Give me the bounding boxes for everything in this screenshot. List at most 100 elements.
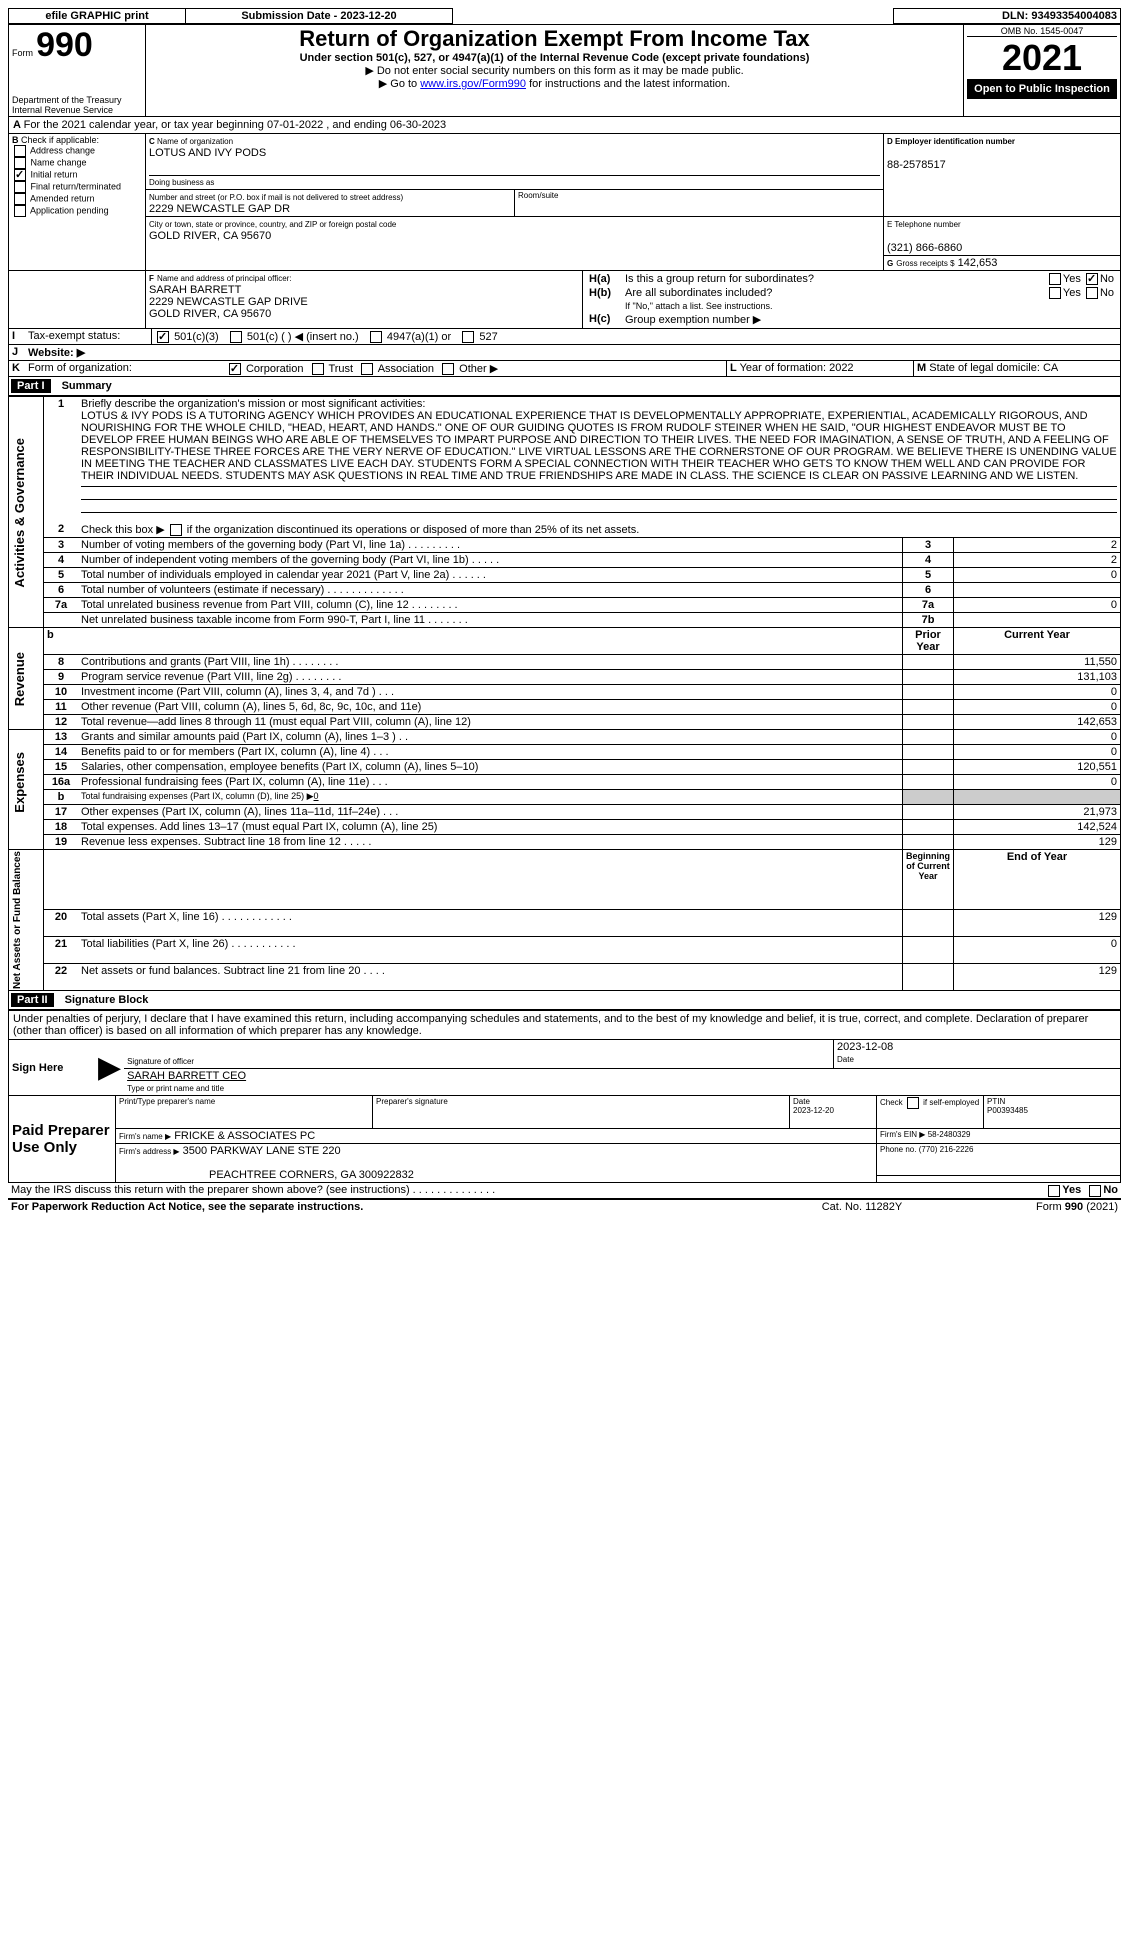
end-year-header: End of Year — [954, 850, 1121, 910]
amended-return-checkbox[interactable] — [14, 193, 26, 205]
form-number: 990 — [36, 26, 93, 64]
ssn-warning: ▶ Do not enter social security numbers o… — [149, 64, 960, 77]
city-label: City or town, state or province, country… — [149, 220, 396, 229]
line7b-value — [954, 613, 1121, 628]
submission-date: Submission Date - 2023-12-20 — [186, 9, 453, 24]
initial-return-checkbox[interactable] — [14, 169, 26, 181]
corp-checkbox[interactable] — [229, 363, 241, 375]
part-2-header: Part II — [11, 993, 54, 1007]
h-c-label: Group exemption number ▶ — [622, 312, 1117, 327]
line8-label: Contributions and grants (Part VIII, lin… — [78, 655, 903, 670]
line3-value: 2 — [954, 538, 1121, 553]
paid-preparer-label: Paid Preparer Use Only — [9, 1096, 116, 1183]
expenses-label: Expenses — [12, 752, 27, 813]
hb-no-checkbox[interactable] — [1086, 287, 1098, 299]
501c3-label: 501(c)(3) — [174, 331, 219, 343]
part-2-title: Signature Block — [57, 994, 149, 1006]
self-employed-checkbox[interactable] — [907, 1097, 919, 1109]
check-applicable-label: Check if applicable: — [21, 135, 99, 145]
street-label: Number and street (or P.O. box if mail i… — [149, 193, 403, 202]
line20-label: Total assets (Part X, line 16) . . . . .… — [78, 910, 903, 937]
line16b-value: 0 — [314, 791, 319, 801]
trust-checkbox[interactable] — [312, 363, 324, 375]
amended-return-label: Amended return — [30, 193, 95, 203]
line1-label: Briefly describe the organization's miss… — [81, 398, 425, 410]
501c3-checkbox[interactable] — [157, 331, 169, 343]
may-discuss-label: May the IRS discuss this return with the… — [8, 1183, 995, 1198]
h-b-note: If "No," attach a list. See instructions… — [622, 300, 1117, 312]
irs-form990-link[interactable]: www.irs.gov/Form990 — [420, 78, 526, 90]
final-return-checkbox[interactable] — [14, 181, 26, 193]
line7a-value: 0 — [954, 598, 1121, 613]
sig-date-label: Date — [837, 1055, 854, 1064]
no-label: No — [1100, 273, 1114, 285]
gross-receipts-value: 142,653 — [958, 257, 998, 269]
tax-exempt-label: Tax-exempt status: — [25, 329, 152, 344]
discuss-yes-checkbox[interactable] — [1048, 1185, 1060, 1197]
corp-label: Corporation — [246, 363, 303, 375]
other-checkbox[interactable] — [442, 363, 454, 375]
activities-governance-label: Activities & Governance — [12, 438, 27, 588]
assoc-checkbox[interactable] — [361, 363, 373, 375]
efile-print-button[interactable]: efile GRAPHIC print — [9, 9, 186, 24]
discuss-no-checkbox[interactable] — [1089, 1185, 1101, 1197]
hb-yes-checkbox[interactable] — [1049, 287, 1061, 299]
form-org-label: Form of organization: — [25, 361, 224, 377]
501c-checkbox[interactable] — [230, 331, 242, 343]
prep-name-label: Print/Type preparer's name — [116, 1096, 373, 1129]
line6-value — [954, 583, 1121, 598]
address-change-checkbox[interactable] — [14, 145, 26, 157]
line22-value: 129 — [954, 964, 1121, 991]
line16a-label: Professional fundraising fees (Part IX, … — [78, 775, 903, 790]
irs-label: Internal Revenue Service — [12, 105, 142, 115]
line12-label: Total revenue—add lines 8 through 11 (mu… — [78, 715, 903, 730]
yes-label-2: Yes — [1063, 287, 1081, 299]
ha-no-checkbox[interactable] — [1086, 273, 1098, 285]
line19-value: 129 — [954, 835, 1121, 850]
initial-return-label: Initial return — [31, 169, 78, 179]
line20-value: 129 — [954, 910, 1121, 937]
street-value: 2229 NEWCASTLE GAP DR — [149, 203, 290, 215]
self-employed-label: if self-employed — [923, 1099, 979, 1108]
line19-label: Revenue less expenses. Subtract line 18 … — [78, 835, 903, 850]
line4-value: 2 — [954, 553, 1121, 568]
goto-post: for instructions and the latest informat… — [529, 78, 730, 90]
discontinued-checkbox[interactable] — [170, 524, 182, 536]
application-pending-checkbox[interactable] — [14, 205, 26, 217]
application-pending-label: Application pending — [30, 205, 109, 215]
line15-label: Salaries, other compensation, employee b… — [78, 760, 903, 775]
firm-ein-value: 58-2480329 — [928, 1130, 971, 1139]
form-subtitle: Under section 501(c), 527, or 4947(a)(1)… — [149, 52, 960, 64]
sig-date-value: 2023-12-08 — [837, 1041, 893, 1053]
phone-label: Telephone number — [894, 220, 960, 229]
line17-label: Other expenses (Part IX, column (A), lin… — [78, 805, 903, 820]
line17-value: 21,973 — [954, 805, 1121, 820]
line2-pre: Check this box ▶ — [81, 524, 165, 536]
line13-label: Grants and similar amounts paid (Part IX… — [78, 730, 903, 745]
line22-label: Net assets or fund balances. Subtract li… — [78, 964, 903, 991]
527-checkbox[interactable] — [462, 331, 474, 343]
4947a1-checkbox[interactable] — [370, 331, 382, 343]
line16a-value: 0 — [954, 775, 1121, 790]
line10-value: 0 — [954, 685, 1121, 700]
ptin-label: PTIN — [987, 1097, 1005, 1106]
no-label-2: No — [1100, 287, 1114, 299]
firm-phone-value: (770) 216-2226 — [919, 1145, 974, 1154]
final-return-label: Final return/terminated — [31, 181, 122, 191]
prep-date-label: Date — [793, 1097, 810, 1106]
ptin-value: P00393485 — [987, 1106, 1028, 1115]
org-name: LOTUS AND IVY PODS — [149, 147, 266, 159]
line7b-label: Net unrelated business taxable income fr… — [78, 613, 903, 628]
line14-value: 0 — [954, 745, 1121, 760]
dln: DLN: 93493354004083 — [894, 9, 1121, 24]
line4-label: Number of independent voting members of … — [78, 553, 903, 568]
signature-line[interactable]: Signature of officer — [124, 1040, 833, 1069]
ha-yes-checkbox[interactable] — [1049, 273, 1061, 285]
527-label: 527 — [479, 331, 497, 343]
phone-value: (321) 866-6860 — [887, 242, 962, 254]
h-b-label: Are all subordinates included? — [622, 286, 1011, 300]
line21-value: 0 — [954, 937, 1121, 964]
line15-value: 120,551 — [954, 760, 1121, 775]
gross-receipts-label: Gross receipts $ — [896, 259, 954, 268]
line18-label: Total expenses. Add lines 13–17 (must eq… — [78, 820, 903, 835]
